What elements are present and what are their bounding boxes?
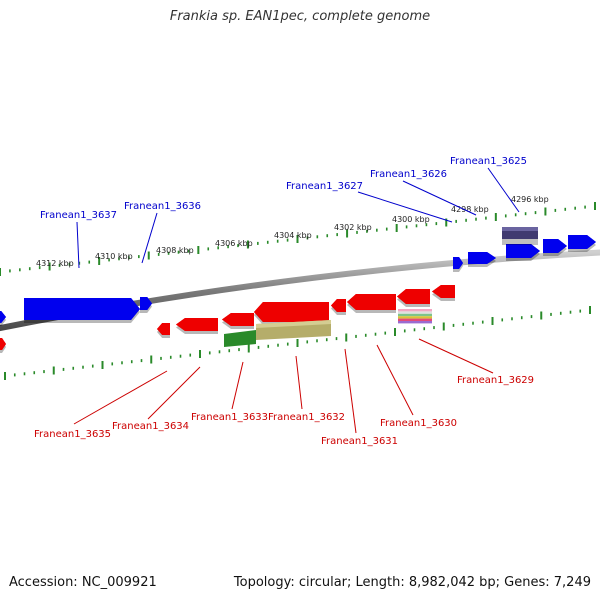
gene-3632-leader [295,355,303,410]
gene-3629-leader [418,338,494,374]
gene-3637-leader [76,221,80,269]
forward-gene-arrow [506,244,540,261]
gene-3634-leader [147,366,201,420]
kbp-scale-labels: 4312 kbp 4310 kbp 4308 kbp 4306 kbp 4304 kbp… [36,195,549,268]
genome-summary-text: Topology: circular; Length: 8,982,042 bp… [233,575,591,590]
kbp-label: 4302 kbp [334,223,372,232]
kbp-label: 4312 kbp [36,259,74,268]
gene-3633-label: Franean1_3633 [191,412,268,423]
forward-strand-ticks [0,202,596,276]
gene-3626-label: Franean1_3626 [370,169,447,180]
gene-3633-leader [231,361,244,410]
reverse-gene-arrow [397,289,430,307]
reverse-gene-arrow [0,338,6,353]
forward-gene-arrow [24,298,140,323]
kbp-label: 4296 kbp [511,195,549,204]
reverse-gene-arrow [347,294,396,313]
reverse-strand-ticks [4,306,591,380]
label-leader-lines [73,167,520,434]
kbp-label: 4298 kbp [451,205,489,214]
multicolor-feature [398,309,432,324]
gene-3626-leader [402,180,477,216]
forward-gene-arrow [140,297,152,313]
gene-3636-leader [141,212,158,264]
reverse-gene-arrow [176,318,218,334]
accession-text: Accession: NC_009921 [9,575,157,590]
gene-3627-label: Franean1_3627 [286,181,363,192]
forward-gene-arrow [568,235,596,252]
gene-3627-leader [357,191,453,223]
gene-labels: Franean1_3637 Franean1_3636 Franean1_3627 F… [34,156,534,447]
gene-3630-leader [376,344,414,416]
kbp-label: 4300 kbp [392,215,430,224]
reverse-gene-arrow [254,302,329,325]
gene-3636-label: Franean1_3636 [124,201,201,212]
gene-3635-label: Franean1_3635 [34,429,111,440]
gene-3625-label: Franean1_3625 [450,156,527,167]
gene-3631-leader [344,348,357,434]
reverse-gene-arrow [432,285,455,301]
gene-3632-label: Franean1_3632 [268,412,345,423]
map-title: Frankia sp. EAN1pec, complete genome [169,9,431,24]
forward-gene-arrow [543,239,567,256]
kbp-label: 4308 kbp [156,246,194,255]
gene-3631-label: Franean1_3631 [321,436,398,447]
reverse-gene-arrow [331,299,346,315]
forward-gene-arrow [453,257,463,272]
kbp-label: 4304 kbp [274,231,312,240]
gene-3634-label: Franean1_3634 [112,421,189,432]
kbp-label: 4306 kbp [215,239,253,248]
rrna-feature [502,227,538,245]
kbp-label: 4310 kbp [95,252,133,261]
reverse-gene-arrow [157,323,170,338]
gene-3625-leader [487,167,520,213]
forward-gene-arrow [0,311,6,326]
misc-feature-block [224,320,331,347]
gene-3629-label: Franean1_3629 [457,375,534,386]
gene-3635-leader [73,370,168,425]
gene-3630-label: Franean1_3630 [380,418,457,429]
gene-features [0,227,596,353]
forward-gene-arrow [468,252,496,267]
gene-3637-label: Franean1_3637 [40,210,117,221]
reverse-gene-arrow [222,313,254,329]
